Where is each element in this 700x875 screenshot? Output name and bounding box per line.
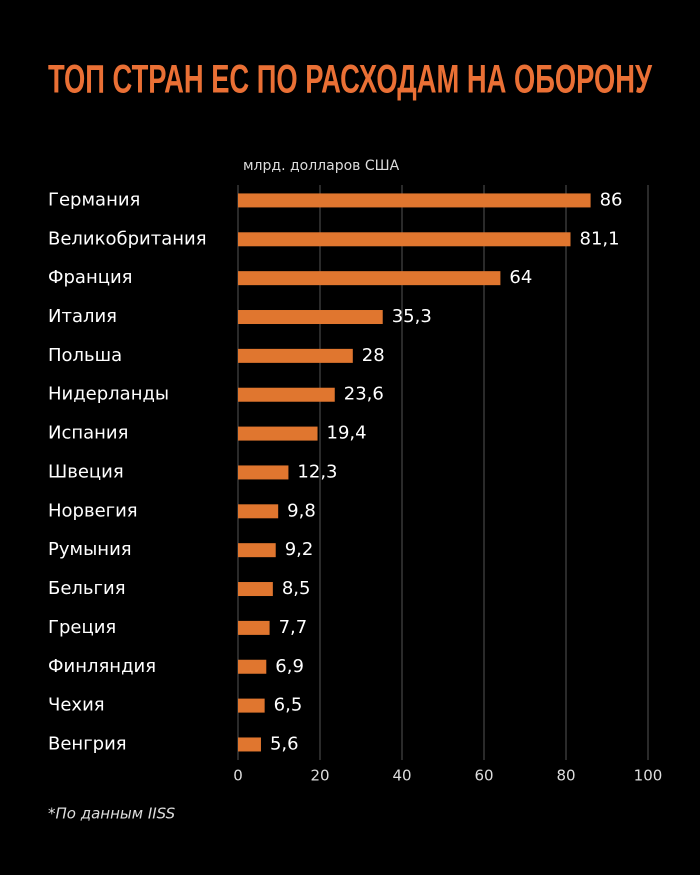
y-tick-label: Бельгия xyxy=(48,578,126,599)
y-tick-label: Нидерланды xyxy=(48,384,169,405)
bar xyxy=(238,387,335,402)
bar xyxy=(238,426,318,441)
footnote: *По данным IISS xyxy=(48,805,176,823)
value-label: 23,6 xyxy=(344,384,384,405)
value-label: 6,9 xyxy=(275,656,304,677)
bar xyxy=(238,465,289,480)
value-label: 81,1 xyxy=(580,228,620,249)
value-label: 7,7 xyxy=(279,617,308,638)
y-tick-label: Румыния xyxy=(48,539,132,560)
bar xyxy=(238,659,267,674)
value-label: 35,3 xyxy=(392,306,432,327)
bar xyxy=(238,232,571,247)
x-tick-label: 20 xyxy=(310,767,329,785)
value-label: 28 xyxy=(362,345,385,366)
bar xyxy=(238,310,383,325)
x-tick-label: 60 xyxy=(474,767,493,785)
bar xyxy=(238,543,276,558)
y-tick-label: Чехия xyxy=(48,695,105,716)
bar xyxy=(238,698,265,713)
value-label: 86 xyxy=(600,189,623,210)
bar xyxy=(238,620,270,635)
x-tick-label: 80 xyxy=(556,767,575,785)
bar xyxy=(238,348,353,363)
y-tick-label: Греция xyxy=(48,617,116,638)
y-tick-label: Великобритания xyxy=(48,228,207,249)
value-label: 12,3 xyxy=(297,461,337,482)
y-tick-label: Венгрия xyxy=(48,733,127,754)
x-tick-label: 0 xyxy=(233,767,243,785)
x-tick-label: 40 xyxy=(392,767,411,785)
bar xyxy=(238,193,591,208)
bar xyxy=(238,737,261,752)
value-label: 5,6 xyxy=(270,733,299,754)
value-label: 8,5 xyxy=(282,578,311,599)
bar xyxy=(238,504,279,519)
bar xyxy=(238,271,501,286)
y-tick-label: Франция xyxy=(48,267,133,288)
y-tick-label: Норвегия xyxy=(48,500,138,521)
y-tick-label: Финляндия xyxy=(48,656,156,677)
y-tick-label: Польша xyxy=(48,345,122,366)
bar xyxy=(238,582,273,597)
value-label: 19,4 xyxy=(327,423,367,444)
y-tick-label: Швеция xyxy=(48,461,124,482)
chart-title: ТОП СТРАН ЕС ПО РАСХОДАМ НА ОБОРОНУ xyxy=(48,58,653,102)
y-tick-label: Италия xyxy=(48,306,117,327)
value-label: 9,8 xyxy=(287,500,316,521)
value-label: 64 xyxy=(509,267,532,288)
value-label: 6,5 xyxy=(274,695,303,716)
value-label: 9,2 xyxy=(285,539,314,560)
axis-label: млрд. долларов США xyxy=(243,158,400,174)
y-tick-label: Испания xyxy=(48,423,128,444)
y-tick-label: Германия xyxy=(48,189,140,210)
x-tick-label: 100 xyxy=(634,767,663,785)
